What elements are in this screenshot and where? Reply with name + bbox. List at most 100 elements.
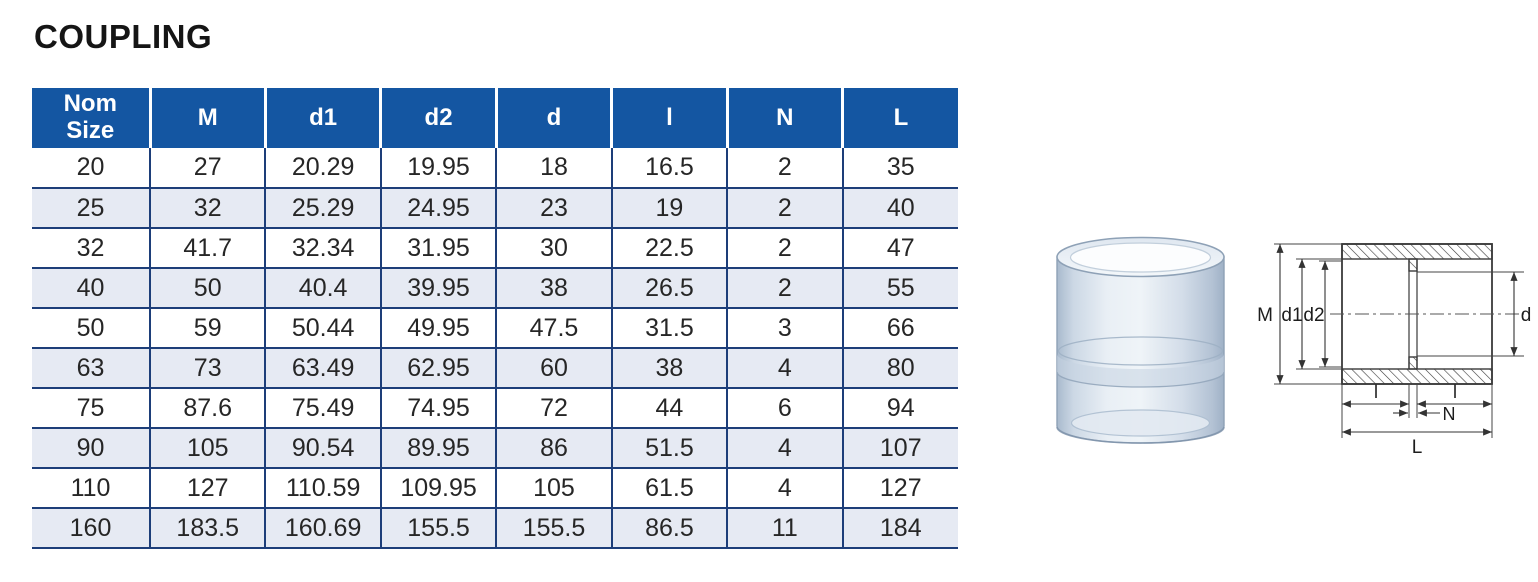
table-row: 75 87.6 75.49 74.95 72 44 6 94 (32, 387, 958, 429)
table-cell: 155.5 (379, 507, 498, 549)
table-row: 63 73 63.49 62.95 60 38 4 80 (32, 347, 958, 389)
table-row: 50 59 50.44 49.95 47.5 31.5 3 66 (32, 307, 958, 349)
table-cell: 32.34 (264, 227, 382, 269)
table-cell: 73 (148, 347, 267, 389)
table-cell: 62.95 (379, 347, 498, 389)
table-cell: 4 (726, 427, 844, 469)
table-cell: 4 (726, 347, 844, 389)
dim-label-d: d (1521, 305, 1532, 326)
table-cell: 11 (726, 507, 844, 549)
table-cell: 90.54 (264, 427, 382, 469)
table-cell: 75 (32, 387, 151, 429)
table-cell: 35 (841, 148, 958, 189)
table-cell: 63.49 (264, 347, 382, 389)
table-cell: 94 (841, 387, 958, 429)
table-cell: 110 (32, 467, 151, 509)
column-header: N (725, 88, 843, 148)
table-cell: 86.5 (610, 507, 729, 549)
column-header: d1 (263, 88, 381, 148)
bottom-wall-hatch (1341, 368, 1493, 385)
table-cell: 40 (841, 187, 958, 229)
table-cell: 89.95 (379, 427, 498, 469)
table-cell: 63 (32, 347, 151, 389)
table-cell: 75.49 (264, 387, 382, 429)
table-cell: 25 (32, 187, 151, 229)
table-cell: 183.5 (148, 507, 267, 549)
column-header: d2 (379, 88, 497, 148)
dim-label-L: L (1412, 437, 1423, 458)
table-cell: 30 (495, 227, 613, 269)
table-cell: 109.95 (379, 467, 498, 509)
table-cell: 59 (148, 307, 267, 349)
table-cell: 24.95 (379, 187, 498, 229)
center-ridge-top (1408, 258, 1418, 272)
table-cell: 31.5 (610, 307, 729, 349)
cross-section (1330, 243, 1524, 385)
column-header: Nom Size (32, 88, 150, 148)
center-ridge-bottom (1408, 356, 1418, 370)
table-cell: 72 (495, 387, 613, 429)
table-cell: 18 (495, 148, 613, 189)
dimension-lines: M d1 d2 d l l (1257, 243, 1532, 458)
table-cell: 32 (32, 227, 151, 269)
table-cell: 38 (495, 267, 613, 309)
table-cell: 19 (610, 187, 729, 229)
table-cell: 31.95 (379, 227, 498, 269)
table-cell: 105 (495, 467, 613, 509)
dim-label-l-left: l (1374, 382, 1378, 402)
table-cell: 2 (726, 187, 844, 229)
table-cell: 26.5 (610, 267, 729, 309)
table-cell: 2 (726, 267, 844, 309)
table-row: 90 105 90.54 89.95 86 51.5 4 107 (32, 427, 958, 469)
table-cell: 2 (726, 227, 844, 269)
table-cell: 80 (841, 347, 958, 389)
table-row: 32 41.7 32.34 31.95 30 22.5 2 47 (32, 227, 958, 269)
dimension-diagram: M d1 d2 d l l (1257, 243, 1532, 458)
table-cell: 32 (148, 187, 267, 229)
table-cell: 27 (148, 148, 267, 189)
table-cell: 50 (32, 307, 151, 349)
table-row: 20 27 20.29 19.95 18 16.5 2 35 (32, 148, 958, 189)
column-header: d (494, 88, 612, 148)
table-cell: 127 (148, 467, 267, 509)
table-cell: 55 (841, 267, 958, 309)
table-cell: 47.5 (495, 307, 613, 349)
dim-label-l-right: l (1453, 382, 1457, 402)
dim-label-m: M (1257, 305, 1273, 326)
table-cell: 3 (726, 307, 844, 349)
dim-label-d1: d1 (1281, 305, 1302, 326)
top-wall-hatch (1341, 243, 1493, 260)
table-cell: 40.4 (264, 267, 382, 309)
column-header: M (148, 88, 266, 148)
table-cell: 50.44 (264, 307, 382, 349)
table-row: 110 127 110.59 109.95 105 61.5 4 127 (32, 467, 958, 509)
table-cell: 50 (148, 267, 267, 309)
column-header: L (841, 88, 958, 148)
table-cell: 61.5 (610, 467, 729, 509)
table-cell: 60 (495, 347, 613, 389)
table-cell: 155.5 (495, 507, 613, 549)
table-cell: 40 (32, 267, 151, 309)
dim-label-d2: d2 (1303, 305, 1324, 326)
table-cell: 87.6 (148, 387, 267, 429)
table-cell: 90 (32, 427, 151, 469)
table-cell: 86 (495, 427, 613, 469)
table-cell: 20.29 (264, 148, 382, 189)
product-photo (1056, 236, 1225, 444)
coupling-body-illustration (1056, 236, 1225, 444)
table-cell: 105 (148, 427, 267, 469)
page-title: COUPLING (34, 18, 213, 55)
table-cell: 160.69 (264, 507, 382, 549)
table-cell: 23 (495, 187, 613, 229)
table-cell: 6 (726, 387, 844, 429)
table-body: 20 27 20.29 19.95 18 16.5 2 35 25 32 25.29 24.95 23 1… (32, 148, 958, 549)
column-header: l (610, 88, 728, 148)
dim-label-n: N (1443, 404, 1456, 424)
table-cell: 66 (841, 307, 958, 349)
table-cell: 51.5 (610, 427, 729, 469)
table-cell: 44 (610, 387, 729, 429)
table-cell: 107 (841, 427, 958, 469)
